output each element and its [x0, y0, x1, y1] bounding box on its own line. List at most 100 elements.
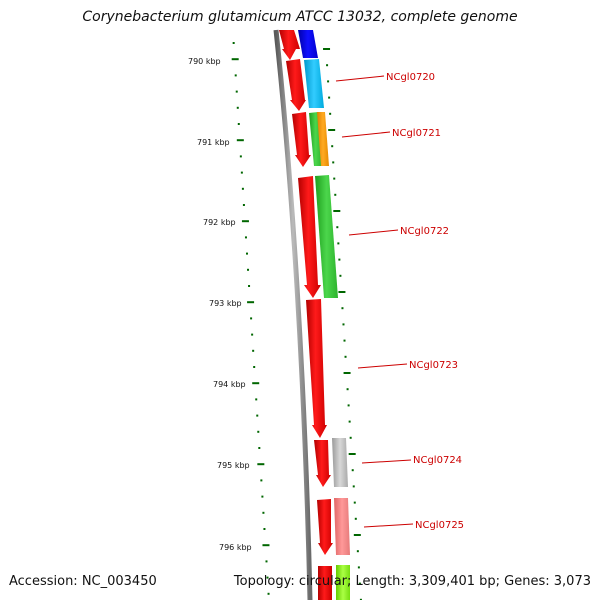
scale-minor-tick — [265, 560, 268, 563]
map-title: Corynebacterium glutamicum ATCC 13032, c… — [82, 9, 518, 25]
gene-feature-pink[interactable] — [334, 498, 350, 555]
scale-minor-tick — [332, 161, 335, 164]
scale-minor-tick — [234, 74, 237, 77]
scale-minor-tick — [356, 550, 359, 553]
scale-minor-tick — [358, 582, 361, 585]
gene-feature[interactable] — [279, 30, 300, 60]
scale-major-tick — [333, 210, 341, 212]
label-leader — [357, 363, 408, 369]
gene-label-ncgl0722[interactable]: NCgl0722 — [400, 226, 449, 237]
scale-major-tick — [323, 48, 331, 50]
scale-major-tick — [231, 58, 239, 61]
scale-minor-tick — [235, 90, 238, 93]
label-leader — [361, 459, 412, 464]
gene-feature-green[interactable] — [315, 175, 338, 298]
tick-label-794: 794 kbp — [213, 380, 246, 389]
gene-labels: NCgl0720 NCgl0721 NCgl0722 NCgl0723 NCgl… — [335, 72, 464, 531]
scale-major-tick — [236, 139, 244, 142]
tick-label-796: 796 kbp — [219, 543, 252, 552]
scale-minor-tick — [331, 145, 334, 148]
gene-track-forward — [279, 30, 333, 600]
scale-minor-tick — [241, 187, 244, 190]
scale-minor-tick — [349, 436, 352, 439]
tick-label-791: 791 kbp — [197, 138, 230, 147]
tick-label-792: 792 kbp — [203, 218, 236, 227]
scale-major-tick — [262, 544, 270, 547]
scale-minor-tick — [256, 414, 259, 417]
tick-label-793: 793 kbp — [209, 299, 242, 308]
scale-minor-tick — [237, 123, 240, 125]
gene-label-ncgl0725[interactable]: NCgl0725 — [415, 520, 464, 531]
tick-label-795: 795 kbp — [217, 461, 250, 470]
scale-minor-tick — [255, 398, 258, 401]
scale-minor-tick — [260, 479, 263, 482]
scale-minor-tick — [353, 501, 356, 504]
scale-minor-tick — [354, 517, 357, 520]
gene-feature[interactable] — [318, 566, 332, 600]
scale-minor-tick — [240, 171, 243, 174]
scale-minor-tick — [247, 268, 250, 271]
scale-minor-tick — [343, 339, 346, 342]
scale-minor-tick — [244, 236, 247, 239]
scale-minor-tick — [351, 469, 354, 472]
scale-minor-tick — [329, 112, 332, 115]
scale-minor-tick — [245, 252, 248, 255]
scale-minor-tick — [341, 307, 344, 310]
scale-minor-tick — [352, 485, 355, 488]
gene-feature[interactable] — [292, 112, 311, 167]
scale-major-tick — [338, 291, 346, 293]
scale-ticks — [231, 42, 362, 600]
scale-minor-tick — [252, 349, 255, 352]
scale-minor-tick — [334, 193, 337, 196]
gene-feature-grey[interactable] — [332, 438, 348, 487]
scale-minor-tick — [359, 598, 362, 600]
scale-minor-tick — [344, 355, 347, 358]
scale-minor-tick — [232, 42, 235, 44]
scale-minor-tick — [253, 366, 256, 368]
scale-minor-tick — [239, 155, 242, 158]
scale-minor-tick — [333, 177, 336, 180]
scale-major-tick — [353, 534, 361, 536]
label-leader — [341, 131, 391, 138]
scale-minor-tick — [346, 388, 349, 391]
scale-major-tick — [252, 382, 260, 385]
scale-minor-tick — [327, 80, 330, 83]
gene-label-ncgl0723[interactable]: NCgl0723 — [409, 360, 458, 371]
scale-minor-tick — [250, 317, 253, 320]
scale-minor-tick — [251, 333, 254, 336]
scale-minor-tick — [348, 420, 351, 423]
gene-feature-lime[interactable] — [336, 565, 350, 600]
scale-minor-tick — [236, 106, 239, 109]
scale-minor-tick — [248, 285, 251, 287]
gene-feature[interactable] — [306, 299, 327, 438]
scale-minor-tick — [267, 592, 270, 595]
scale-major-tick — [241, 220, 249, 223]
label-leader — [348, 229, 399, 236]
scale-minor-tick — [357, 566, 360, 569]
scale-minor-tick — [338, 258, 341, 261]
gene-feature[interactable] — [298, 176, 321, 298]
gene-feature[interactable] — [317, 499, 333, 555]
gene-feature[interactable] — [286, 59, 306, 111]
gene-feature-blue[interactable] — [298, 30, 318, 58]
scale-minor-tick — [337, 242, 340, 245]
label-leader — [363, 523, 414, 528]
scale-major-tick — [257, 463, 265, 466]
label-leader — [335, 75, 385, 82]
scale-major-tick — [343, 372, 351, 374]
accession-text: Accession: NC_003450 — [9, 574, 157, 589]
scale-minor-tick — [342, 323, 345, 326]
gene-label-ncgl0724[interactable]: NCgl0724 — [413, 455, 462, 466]
genome-backbone — [273, 29, 313, 600]
gene-feature-cyan[interactable] — [304, 59, 324, 108]
gene-label-ncgl0720[interactable]: NCgl0720 — [386, 72, 435, 83]
gene-label-ncgl0721[interactable]: NCgl0721 — [392, 128, 441, 139]
gene-feature[interactable] — [314, 440, 331, 487]
gene-feature-orange[interactable] — [317, 112, 329, 166]
scale-minor-tick — [347, 404, 350, 407]
scale-minor-tick — [258, 447, 261, 449]
scale-minor-tick — [266, 576, 269, 579]
scale-minor-tick — [339, 274, 342, 277]
scale-minor-tick — [336, 226, 339, 229]
